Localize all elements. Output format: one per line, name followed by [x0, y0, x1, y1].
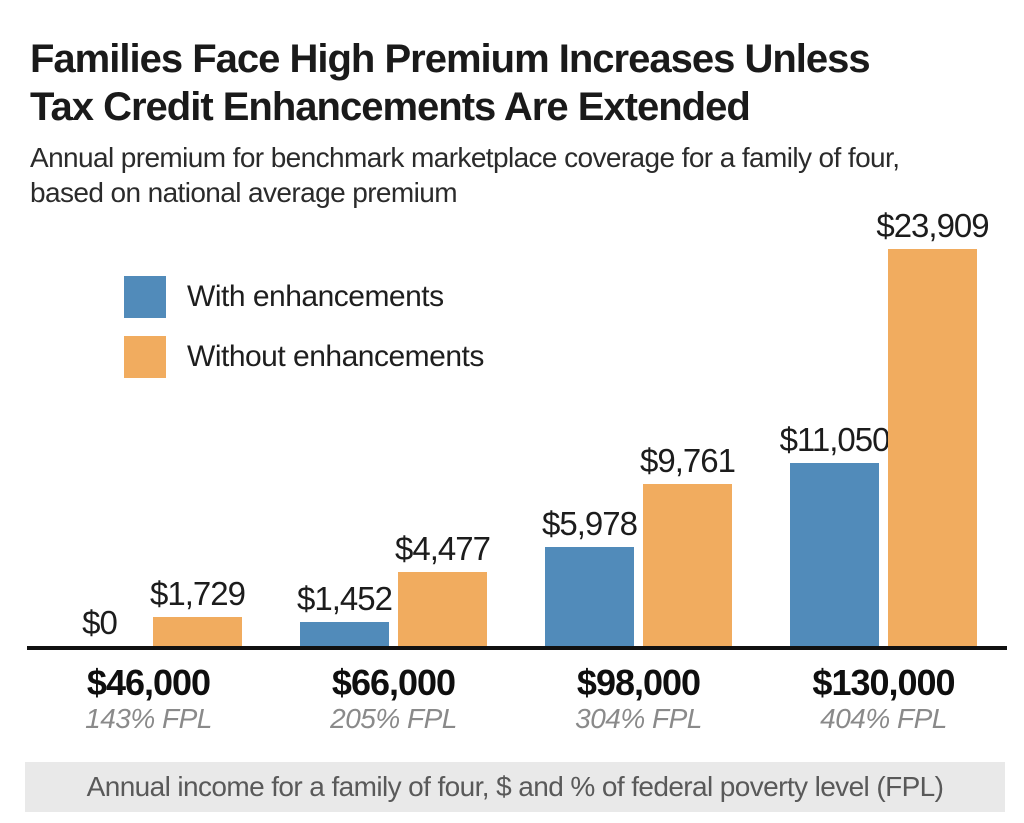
bar-with-enhancements-66-000 [300, 622, 389, 646]
bar-value-label-with-enhancements-66-000: $1,452 [297, 580, 393, 617]
legend-swatch-blue [124, 276, 166, 318]
footer-note: Annual income for a family of four, $ an… [25, 762, 1005, 812]
legend: With enhancements Without enhancements [124, 276, 484, 396]
legend-item-with-enhancements: With enhancements [124, 276, 484, 318]
category-label-46-000: $46,000 [86, 662, 211, 703]
bar-value-label-with-enhancements-46-000: $0 [82, 604, 118, 641]
bar-without-enhancements-66-000 [398, 572, 487, 646]
chart-subtitle-line-2: based on national average premium [30, 177, 458, 208]
bar-without-enhancements-130-000 [888, 249, 977, 646]
bar-value-label-without-enhancements-66-000: $4,477 [395, 530, 491, 567]
legend-swatch-orange [124, 336, 166, 378]
bar-value-label-with-enhancements-130-000: $11,050 [779, 421, 891, 458]
legend-item-without-enhancements: Without enhancements [124, 336, 484, 378]
chart-title: Families Face High Premium Increases Unl… [30, 35, 871, 131]
chart-subtitle: Annual premium for benchmark marketplace… [30, 140, 900, 210]
category-sublabel-143-fpl: 143% FPL [85, 703, 212, 734]
category-label-98-000: $98,000 [576, 662, 701, 703]
chart-title-line-1: Families Face High Premium Increases Unl… [30, 36, 871, 81]
category-label-66-000: $66,000 [331, 662, 456, 703]
chart-title-line-2: Tax Credit Enhancements Are Extended [30, 84, 751, 129]
bar-value-label-with-enhancements-98-000: $5,978 [542, 505, 638, 542]
x-axis-line [27, 646, 1007, 650]
category-sublabel-304-fpl: 304% FPL [575, 703, 702, 734]
bar-value-label-without-enhancements-46-000: $1,729 [150, 575, 246, 612]
legend-label-with-enhancements: With enhancements [187, 280, 444, 313]
category-sublabel-205-fpl: 205% FPL [330, 703, 457, 734]
category-sublabel-404-fpl: 404% FPL [820, 703, 947, 734]
category-label-130-000: $130,000 [812, 662, 955, 703]
bar-without-enhancements-46-000 [153, 617, 242, 646]
bar-with-enhancements-130-000 [790, 463, 879, 646]
bar-value-label-without-enhancements-130-000: $23,909 [876, 207, 989, 244]
chart-subtitle-line-1: Annual premium for benchmark marketplace… [30, 142, 900, 173]
legend-label-without-enhancements: Without enhancements [187, 340, 484, 373]
bar-without-enhancements-98-000 [643, 484, 732, 646]
bar-value-label-without-enhancements-98-000: $9,761 [640, 442, 736, 479]
bar-with-enhancements-98-000 [545, 547, 634, 646]
